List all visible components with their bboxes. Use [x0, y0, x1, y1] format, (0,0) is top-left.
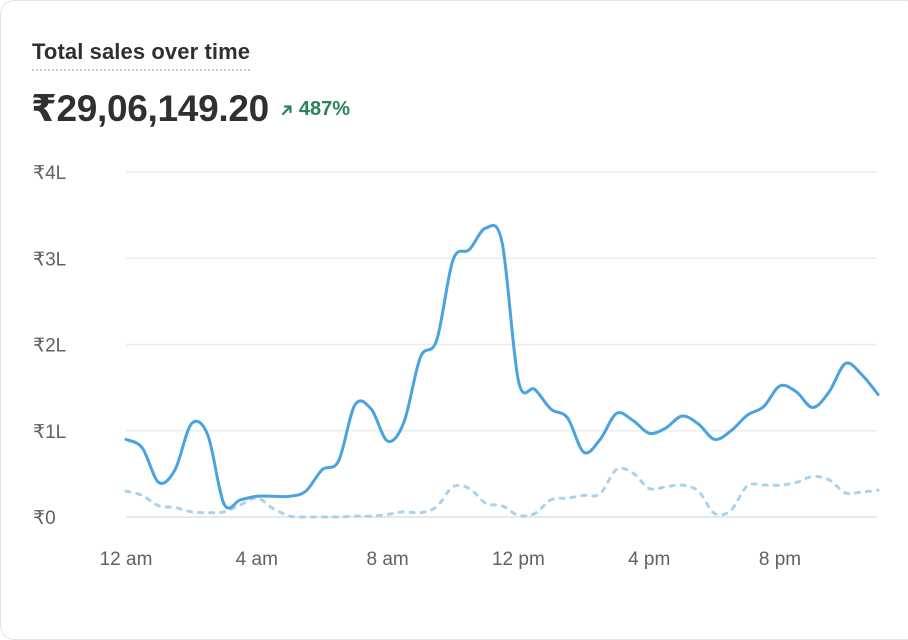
comparison-series-line [124, 466, 880, 519]
y-tick-label-0: ₹0 [33, 508, 56, 529]
x-tick-label-4: 4 pm [628, 549, 670, 570]
change-indicator: 487% [281, 98, 350, 121]
current-series-line [124, 223, 880, 510]
y-tick-label-2: ₹2L [33, 336, 66, 357]
y-tick-label-4: ₹4L [33, 163, 66, 184]
y-tick-label-3: ₹3L [33, 249, 66, 270]
x-tick-label-5: 8 pm [759, 549, 801, 570]
change-percent: 487% [298, 98, 351, 120]
chart-title[interactable]: Total sales over time [32, 39, 251, 71]
total-row: ₹29,06,149.20 487% [31, 87, 350, 130]
y-tick-label-1: ₹1L [33, 422, 66, 443]
sales-line-chart: ₹0 ₹1L ₹2L ₹3L ₹4L 12 am 4 am 8 am 12 pm 4 pm 8 pm [33, 163, 880, 570]
x-tick-label-1: 4 am [236, 549, 278, 570]
total-sales-value: ₹29,06,149.20 [31, 88, 269, 129]
arrow-up-right-icon [281, 104, 292, 115]
x-tick-label-2: 8 am [366, 549, 408, 570]
x-tick-label-0: 12 am [100, 549, 153, 570]
x-tick-label-3: 12 pm [492, 549, 545, 570]
